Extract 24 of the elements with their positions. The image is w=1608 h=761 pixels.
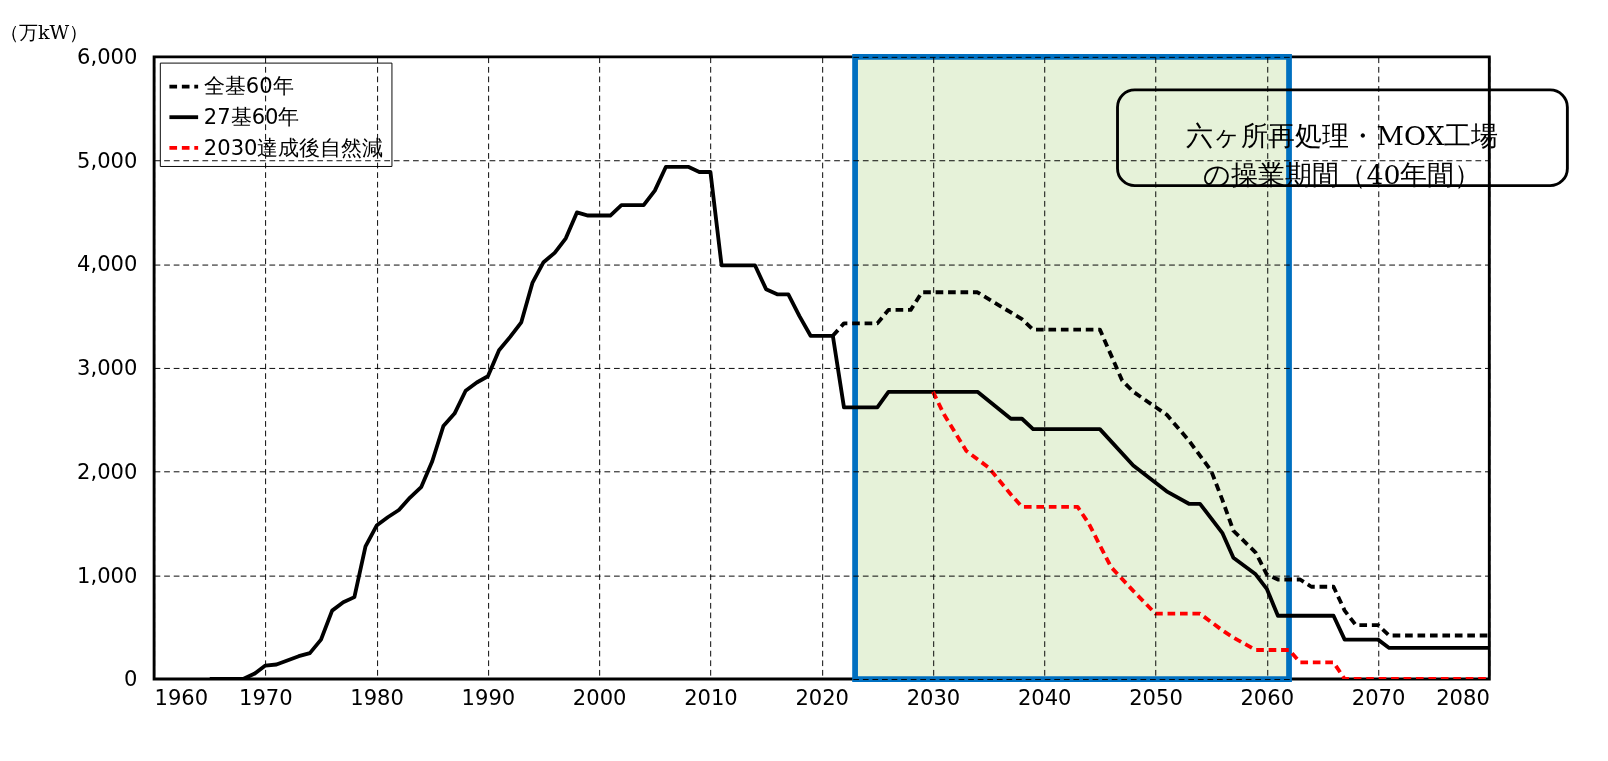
x-tick-label: 2000 bbox=[572, 685, 627, 711]
y-tick-label: 5,000 bbox=[77, 147, 138, 173]
legend-label: 2030達成後自然減 bbox=[203, 134, 384, 160]
legend-label: 全基60年 bbox=[203, 73, 294, 99]
x-tick-label: 2070 bbox=[1351, 685, 1406, 711]
x-tick-label: 1960 bbox=[154, 685, 209, 711]
x-tick-label: 1980 bbox=[350, 685, 404, 711]
y-tick-label: 1,000 bbox=[77, 562, 138, 588]
x-tick-label: 2050 bbox=[1129, 685, 1183, 711]
y-tick-label: 2,000 bbox=[77, 458, 138, 484]
x-tick-label: 2020 bbox=[795, 685, 849, 711]
x-tick-label: 2040 bbox=[1017, 685, 1072, 711]
y-tick-label: 3,000 bbox=[77, 355, 138, 381]
x-tick-label: 1990 bbox=[461, 685, 516, 711]
legend-label: 27基60年 bbox=[203, 103, 300, 129]
x-tick-label: 2080 bbox=[1436, 685, 1490, 711]
y-tick-label: 4,000 bbox=[77, 251, 138, 277]
x-tick-label: 2010 bbox=[684, 685, 738, 711]
y-tick-label: 0 bbox=[123, 666, 138, 692]
y-tick-label: 6,000 bbox=[77, 44, 138, 70]
x-tick-label: 2060 bbox=[1240, 685, 1295, 711]
x-tick-label: 2030 bbox=[906, 685, 961, 711]
x-tick-label: 1970 bbox=[239, 685, 293, 711]
y-axis-title: （万kW） bbox=[0, 20, 89, 44]
